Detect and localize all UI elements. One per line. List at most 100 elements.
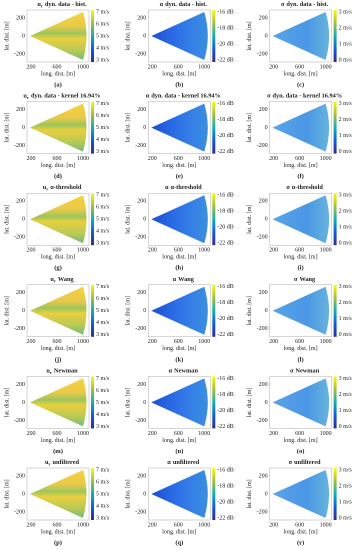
title-symbol: α [165, 185, 169, 192]
panel-title: σ unfiltered [289, 459, 321, 466]
title-subscript: r [27, 95, 29, 100]
panel-title: σ dyn. data - kernel 16.94% [267, 93, 342, 100]
title-symbol: σ [281, 1, 285, 8]
y-tick-label: 200 [259, 473, 268, 479]
y-axis-label: lat. dist. [m] [126, 205, 132, 234]
x-tick-label: 600 [295, 64, 304, 70]
x-tick-label: 1000 [320, 339, 332, 345]
title-symbol: u [23, 93, 27, 100]
panel-caption: (r) [297, 539, 304, 546]
colorbar [333, 376, 337, 429]
colorbar-label: -16 dB [217, 284, 234, 290]
x-axis-label: long. dist. [m] [284, 71, 318, 77]
title-text: dyn. data - kernel 16.94% [31, 93, 101, 100]
x-tick-label: 200 [269, 339, 278, 345]
panel-title: ur Newman [46, 368, 78, 375]
x-tick-label: 1000 [198, 431, 210, 437]
title-text: dyn. data - kernel 16.94% [273, 93, 343, 100]
colorbar-label: -18 dB [217, 300, 234, 306]
y-tick-label: -200 [257, 143, 268, 149]
colorbar-label: -20 dB [217, 408, 234, 414]
y-tick-label: 0 [265, 33, 268, 39]
colorbar-label: 0 m/s [339, 241, 353, 247]
colorbar-label: -22 dB [217, 515, 234, 521]
colorbar-label: 0 m/s [339, 515, 353, 521]
colorbar-label: 5 m/s [96, 308, 110, 314]
radar-fan [272, 286, 330, 335]
x-tick-label: 1000 [198, 64, 210, 70]
x-tick-label: 200 [148, 431, 157, 437]
title-symbol: σ [289, 459, 293, 466]
y-tick-label: 200 [137, 382, 146, 388]
colorbar-label: 5 m/s [96, 400, 110, 406]
title-symbol: α [169, 368, 173, 375]
colorbar-label: 2 m/s [339, 392, 353, 398]
radar-fan [151, 103, 208, 152]
y-tick-label: 0 [143, 217, 146, 223]
colorbar-label: -18 dB [217, 209, 234, 215]
x-axis-label: long. dist. [m] [162, 438, 196, 444]
radar-fan [151, 12, 208, 60]
x-tick-label: 600 [295, 248, 304, 254]
y-axis-label: lat. dist. [m] [247, 21, 253, 50]
radar-fan [272, 378, 330, 427]
y-tick-label: -200 [135, 326, 146, 332]
panel-title: σ Wang [294, 276, 316, 283]
y-axis-label: lat. dist. [m] [4, 205, 10, 234]
y-tick-label: -200 [135, 418, 146, 424]
y-tick-label: -200 [135, 509, 146, 515]
y-axis-label: lat. dist. [m] [126, 388, 132, 417]
x-tick-label: 600 [295, 339, 304, 345]
colorbar-label: 2 m/s [339, 209, 353, 215]
radar-fan [30, 286, 87, 335]
x-axis-label: long. dist. [m] [41, 529, 75, 535]
y-tick-label: 0 [22, 308, 25, 314]
title-subscript: r [50, 370, 52, 375]
panel-title: σ α-threshold [286, 185, 323, 192]
y-tick-label: 200 [16, 382, 25, 388]
y-tick-label: 0 [143, 491, 146, 497]
panel: σ Newman 200 0 -200 lat. dist. [m] 200 600 1000l… [247, 368, 352, 455]
x-axis-label: long. dist. [m] [41, 71, 75, 77]
colorbar-label: 6 m/s [96, 479, 110, 485]
title-text: unfiltered [173, 459, 200, 466]
x-tick-label: 1000 [320, 156, 332, 162]
colorbar-label: 7 m/s [96, 284, 110, 290]
panel-caption: (j) [55, 356, 62, 363]
colorbar-label: 3 m/s [339, 193, 353, 199]
colorbar-label: 3 m/s [96, 241, 110, 247]
x-tick-label: 200 [27, 156, 36, 162]
y-axis-label: lat. dist. [m] [247, 205, 253, 234]
x-tick-label: 600 [53, 339, 62, 345]
radar-fan [272, 12, 330, 60]
y-tick-label: 200 [16, 199, 25, 205]
panel: σ dyn. data - kernel 16.94% 200 0 -200 lat. d… [247, 93, 352, 180]
x-tick-label: 200 [148, 64, 157, 70]
y-axis-label: lat. dist. [m] [126, 21, 132, 50]
title-symbol: σ [290, 368, 294, 375]
colorbar-label: 5 m/s [96, 125, 110, 131]
y-axis-label: lat. dist. [m] [4, 388, 10, 417]
colorbar-label: 1 m/s [339, 408, 353, 414]
colorbar [333, 468, 337, 520]
x-axis-label: long. dist. [m] [284, 163, 318, 169]
x-tick-label: 600 [295, 431, 304, 437]
panel-caption: (d) [54, 173, 62, 180]
colorbar-label: 3 m/s [96, 424, 110, 430]
y-tick-label: -200 [14, 418, 25, 424]
colorbar-label: 1 m/s [339, 316, 353, 322]
panel: ur dyn. data - hist. 200 0 -200 lat. dist. [m… [4, 1, 109, 88]
y-tick-label: 0 [265, 491, 268, 497]
colorbar-label: -18 dB [217, 483, 234, 489]
y-axis-label: lat. dist. [m] [247, 113, 253, 142]
panel-title: ur α-threshold [43, 185, 82, 192]
y-tick-label: 0 [143, 308, 146, 314]
colorbar-label: -18 dB [217, 392, 234, 398]
y-axis-label: lat. dist. [m] [126, 296, 132, 325]
y-tick-label: -200 [14, 143, 25, 149]
x-axis-label: long. dist. [m] [162, 529, 196, 535]
colorbar-label: 7 m/s [96, 467, 110, 473]
y-tick-label: -200 [135, 235, 146, 241]
